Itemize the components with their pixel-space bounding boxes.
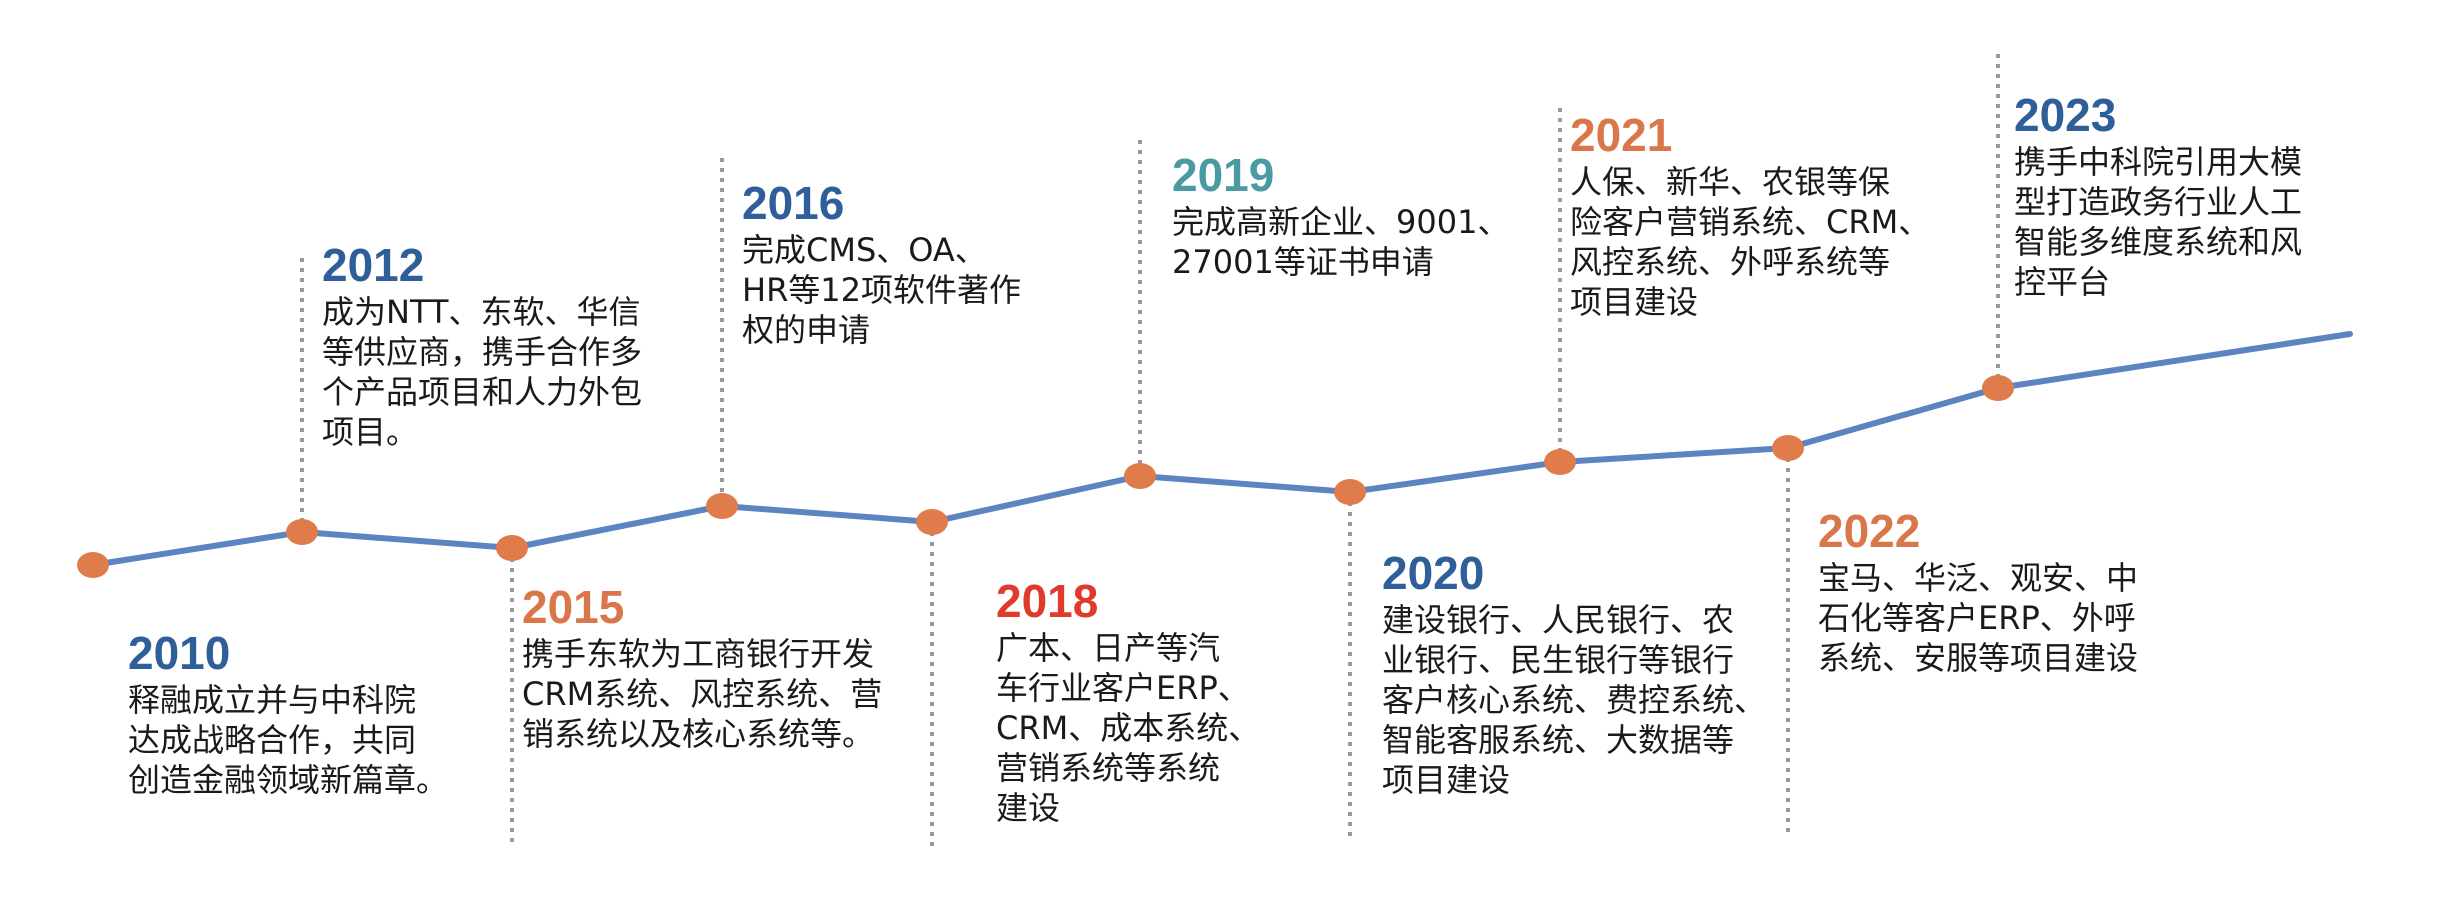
milestone-description-line: 车行业客户ERP、 bbox=[996, 669, 1250, 707]
milestone-2018: 2018 广本、日产等汽 车行业客户ERP、 CRM、成本系统、 营销系统等系统 建设 bbox=[996, 576, 1260, 828]
timeline-markers bbox=[77, 375, 2014, 578]
milestone-description-line: 释融成立并与中科院 bbox=[128, 681, 417, 719]
milestone-description-line: 携手东软为工商银行开发 bbox=[522, 635, 875, 673]
milestone-year: 2018 bbox=[996, 575, 1099, 627]
milestone-description-line: 完成高新企业、9001、 bbox=[1172, 203, 1510, 241]
milestone-description-line: 等供应商，携手合作多 bbox=[322, 333, 643, 371]
milestone-description-line: 智能多维度系统和风 bbox=[2014, 223, 2303, 261]
milestone-description-line: 销系统以及核心系统等。 bbox=[522, 715, 875, 753]
milestone-description-line: 项目建设 bbox=[1382, 761, 1511, 799]
timeline-marker-2018 bbox=[916, 509, 948, 535]
milestone-2022: 2022 宝马、华泛、观安、中 石化等客户ERP、外呼 系统、安服等项目建设 bbox=[1818, 506, 2138, 678]
timeline-marker-2015 bbox=[496, 535, 528, 561]
milestone-2012: 2012 成为NTT、东软、华信 等供应商，携手合作多 个产品项目和人力外包 项目。 bbox=[322, 240, 642, 452]
milestone-description-line: 携手中科院引用大模 bbox=[2014, 143, 2303, 181]
milestone-year: 2020 bbox=[1382, 547, 1485, 599]
milestone-description-line: 创造金融领域新篇章。 bbox=[128, 761, 449, 799]
milestone-description-line: CRM、成本系统、 bbox=[996, 709, 1261, 747]
connector-lines bbox=[300, 54, 2000, 848]
milestone-description-line: 系统、安服等项目建设 bbox=[1818, 639, 2139, 677]
milestone-description-line: 权的申请 bbox=[742, 311, 871, 349]
milestone-2015: 2015 携手东软为工商银行开发 CRM系统、风控系统、营 销系统以及核心系统等。 bbox=[522, 582, 882, 754]
milestone-2019: 2019 完成高新企业、9001、 27001等证书申请 bbox=[1172, 150, 1509, 282]
milestone-description-line: 建设 bbox=[996, 789, 1061, 827]
milestone-year: 2022 bbox=[1818, 505, 1921, 557]
milestone-year: 2012 bbox=[322, 239, 425, 291]
milestone-description-line: 人保、新华、农银等保 bbox=[1570, 163, 1891, 201]
milestone-description-line: 客户核心系统、费控系统、 bbox=[1382, 681, 1767, 719]
milestone-description-line: 营销系统等系统 bbox=[996, 749, 1221, 787]
milestone-description-line: 广本、日产等汽 bbox=[996, 629, 1221, 667]
milestone-description-line: 完成CMS、OA、 bbox=[742, 231, 987, 269]
timeline-marker-2019 bbox=[1124, 463, 1156, 489]
milestone-description-line: 个产品项目和人力外包 bbox=[322, 373, 643, 411]
timeline-marker-2016 bbox=[706, 493, 738, 519]
milestone-description-line: 型打造政务行业人工 bbox=[2014, 183, 2303, 221]
milestone-year: 2023 bbox=[2014, 89, 2117, 141]
milestone-year: 2021 bbox=[1570, 109, 1673, 161]
milestone-description-line: HR等12项软件著作 bbox=[742, 271, 1022, 309]
milestone-2016: 2016 完成CMS、OA、 HR等12项软件著作 权的申请 bbox=[742, 178, 1021, 350]
milestone-year: 2016 bbox=[742, 177, 845, 229]
milestone-description-line: 石化等客户ERP、外呼 bbox=[1818, 599, 2136, 637]
milestone-description-line: 27001等证书申请 bbox=[1172, 243, 1434, 281]
milestone-2023: 2023 携手中科院引用大模 型打造政务行业人工 智能多维度系统和风 控平台 bbox=[2014, 90, 2302, 302]
milestone-year: 2015 bbox=[522, 581, 625, 633]
milestone-description-line: CRM系统、风控系统、营 bbox=[522, 675, 883, 713]
milestone-description-line: 项目建设 bbox=[1570, 283, 1699, 321]
milestone-description-line: 风控系统、外呼系统等 bbox=[1570, 243, 1891, 281]
milestone-description-line: 项目。 bbox=[322, 413, 419, 451]
milestone-description-line: 业银行、民生银行等银行 bbox=[1382, 641, 1735, 679]
milestone-2010: 2010 释融成立并与中科院 达成战略合作，共同 创造金融领域新篇章。 bbox=[128, 628, 448, 800]
milestone-2020: 2020 建设银行、人民银行、农 业银行、民生银行等银行 客户核心系统、费控系统、 智能… bbox=[1382, 548, 1766, 800]
timeline-marker-2012 bbox=[286, 519, 318, 545]
milestone-description-line: 达成战略合作，共同 bbox=[128, 721, 417, 759]
milestone-description-line: 智能客服系统、大数据等 bbox=[1382, 721, 1735, 759]
milestone-description-line: 险客户营销系统、CRM、 bbox=[1570, 203, 1931, 241]
timeline-marker-2010 bbox=[77, 552, 109, 578]
timeline-marker-2020 bbox=[1334, 479, 1366, 505]
timeline-marker-2022 bbox=[1772, 435, 1804, 461]
timeline-marker-2021 bbox=[1544, 449, 1576, 475]
milestone-year: 2010 bbox=[128, 627, 231, 679]
milestone-description-line: 宝马、华泛、观安、中 bbox=[1818, 559, 2139, 597]
milestone-description-line: 建设银行、人民银行、农 bbox=[1382, 601, 1735, 639]
timeline-marker-2023 bbox=[1982, 375, 2014, 401]
milestone-description-line: 控平台 bbox=[2014, 263, 2111, 301]
milestone-year: 2019 bbox=[1172, 149, 1275, 201]
milestone-2021: 2021 人保、新华、农银等保 险客户营销系统、CRM、 风控系统、外呼系统等 项目建设 bbox=[1570, 110, 1930, 322]
milestone-description-line: 成为NTT、东软、华信 bbox=[322, 293, 641, 331]
